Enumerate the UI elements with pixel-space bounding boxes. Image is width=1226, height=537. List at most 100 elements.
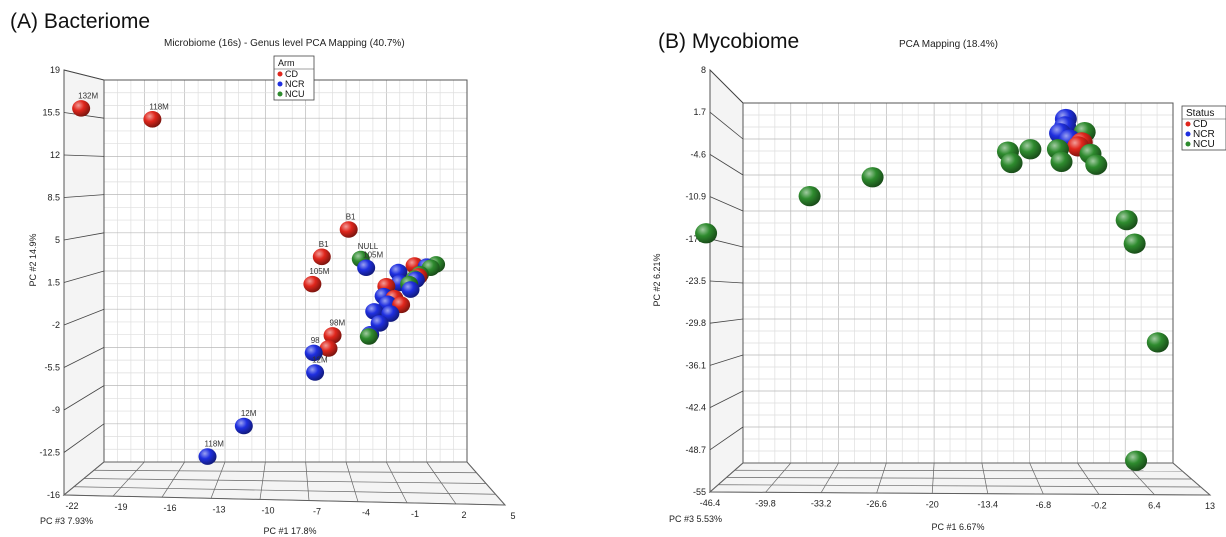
- data-point-ncu: [861, 167, 884, 188]
- data-point-ncu: [359, 328, 378, 345]
- x-axis-title: PC #1 6.67%: [931, 522, 984, 532]
- data-point-ncu: [695, 223, 718, 244]
- floor-line: [1172, 462, 1211, 496]
- legend-marker-cd: [1185, 121, 1191, 127]
- floor-line: [426, 461, 457, 505]
- data-point-label: 105M: [309, 267, 329, 276]
- left-wall-line: [709, 196, 744, 212]
- x-tick-label: -6.8: [1036, 500, 1052, 510]
- floor-line: [734, 469, 1183, 472]
- floor-line: [112, 461, 145, 497]
- left-wall-line: [63, 347, 105, 368]
- y-axis-title: PC #2 6.21%: [652, 253, 662, 306]
- data-point-ncu: [1115, 210, 1138, 231]
- legend-entry-ncr: NCR: [1193, 129, 1215, 140]
- legend-entry-ncu: NCU: [1193, 139, 1215, 150]
- y-tick-label: -23.5: [685, 276, 706, 286]
- legend-entry-ncu: NCU: [285, 89, 305, 99]
- left-wall-line: [63, 232, 105, 241]
- data-point-label: B1: [319, 240, 329, 249]
- floor-line: [73, 486, 496, 495]
- floor-line: [83, 478, 487, 484]
- legend-title: Arm: [278, 58, 295, 68]
- floor-line: [765, 462, 792, 493]
- x-tick-label: -46.4: [700, 498, 721, 508]
- z-axis-title: PC #3 7.93%: [40, 516, 93, 526]
- x-tick-label: -20: [926, 499, 939, 509]
- floor-line: [1077, 462, 1100, 495]
- y-tick-label: 19: [50, 65, 60, 75]
- data-point-cd: [303, 275, 322, 293]
- data-point-label: 105M: [363, 251, 383, 260]
- data-point-ncr: [357, 259, 376, 277]
- floor-line: [981, 462, 989, 494]
- bacteriome-chart: 19 15.5 12 8.5 5 1.5 -2 -5.5 -9 -12.5 -16 -22 -19 -16…: [28, 55, 516, 536]
- panel-mycobiome: 8 1.7 -4.6 -10.9 -17.2 -23.5 -29.8 -36.1 -42.4 -4…: [613, 0, 1226, 537]
- data-point-cd: [339, 221, 358, 238]
- data-point-label: 132M: [78, 91, 98, 100]
- left-wall-line: [63, 69, 105, 81]
- y-tick-label: -2: [52, 320, 60, 330]
- left-wall-line: [63, 154, 105, 157]
- left-wall-line: [709, 238, 744, 248]
- floor-line: [709, 491, 1211, 496]
- y-tick-label: -16: [47, 490, 60, 500]
- legend-entry-cd: CD: [285, 69, 298, 79]
- y-tick-label: 8.5: [47, 193, 60, 203]
- floor-line: [93, 469, 477, 474]
- data-point-label: 12M: [312, 356, 328, 365]
- x-tick-label: -13: [212, 504, 225, 514]
- y-tick-label: 8: [701, 65, 706, 75]
- data-point-ncu: [1019, 139, 1042, 160]
- y-tick-label: 5: [55, 235, 60, 245]
- y-tick-label: -4.6: [690, 149, 706, 159]
- data-point-ncu: [1123, 233, 1146, 254]
- floor-line: [931, 462, 935, 494]
- floor-line: [259, 461, 266, 500]
- x-tick-label: 13: [1205, 501, 1215, 511]
- legend-marker-ncu: [1185, 141, 1191, 147]
- panel-label-bacteriome: (A) Bacteriome: [10, 10, 151, 33]
- floor-line: [876, 462, 887, 494]
- chart-title-mycobiome: PCA Mapping (18.4%): [899, 39, 998, 50]
- floor-line: [726, 477, 1192, 480]
- y-tick-label: -36.1: [685, 360, 706, 370]
- y-axis-title: PC #2 14.9%: [28, 233, 38, 286]
- left-wall-line: [709, 426, 744, 451]
- left-wall-line: [709, 280, 744, 284]
- data-point-label: 118M: [149, 102, 169, 111]
- data-point-ncu: [1085, 154, 1108, 175]
- data-point-cd: [323, 327, 342, 344]
- panel-label-mycobiome: (B) Mycobiome: [658, 30, 800, 53]
- floor-line: [466, 461, 506, 506]
- y-tick-label: 1.5: [47, 278, 60, 288]
- data-point-ncr: [306, 364, 325, 381]
- y-tick-label: 12: [50, 150, 60, 160]
- y-tick-label: -12.5: [39, 448, 60, 458]
- floor-line: [210, 461, 226, 499]
- left-wall-line: [63, 385, 105, 411]
- y-tick-label: -10.9: [685, 192, 706, 202]
- data-point-ncr: [234, 417, 253, 435]
- data-point-label: 12M: [241, 409, 257, 418]
- y-tick-label: -48.7: [685, 445, 706, 455]
- legend-title: Status: [1186, 108, 1214, 119]
- left-wall-line: [63, 194, 105, 198]
- mycobiome-chart: 8 1.7 -4.6 -10.9 -17.2 -23.5 -29.8 -36.1 -42.4 -4…: [652, 65, 1226, 532]
- data-point-cd: [319, 340, 338, 357]
- left-wall-line: [709, 154, 744, 176]
- x-tick-label: -26.6: [866, 499, 887, 509]
- floor-line: [63, 461, 105, 496]
- data-point-ncu: [1125, 450, 1148, 471]
- data-point-ncr: [198, 448, 217, 465]
- x-tick-label: -1: [411, 509, 419, 519]
- data-point-cd: [143, 111, 162, 128]
- data-point-cd: [72, 100, 91, 117]
- floor-line: [345, 461, 359, 502]
- data-point-ncr: [304, 344, 323, 362]
- x-tick-label: -19: [114, 502, 127, 512]
- data-point-ncu: [1050, 151, 1073, 172]
- left-wall-line: [709, 111, 744, 140]
- y-tick-label: -5.5: [44, 363, 60, 373]
- data-point-ncu: [1000, 152, 1023, 174]
